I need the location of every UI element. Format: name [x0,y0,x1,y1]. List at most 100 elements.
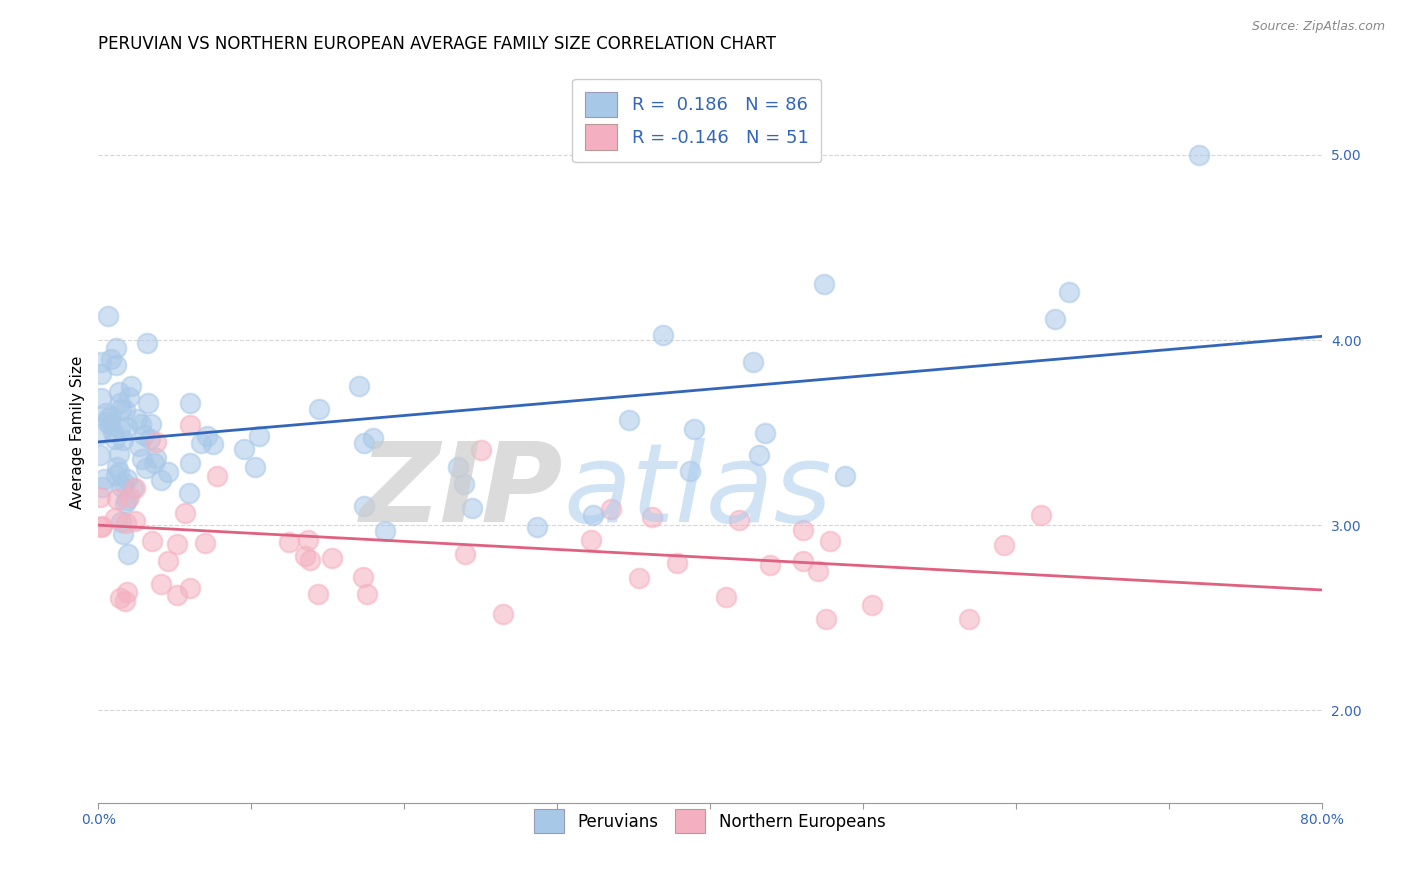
Point [90,367,112,381]
Point [195,429,218,443]
Point [89,490,111,504]
Point [145,451,167,466]
Point [108,385,131,400]
Y-axis label: Average Family Size: Average Family Size [69,356,84,509]
Point [754,425,776,440]
Point [122,481,145,495]
Point [89,427,111,442]
Point [108,591,131,606]
Point [352,570,374,584]
Point [714,590,737,604]
Point [107,466,129,480]
Point [307,587,329,601]
Point [628,571,651,585]
Point [454,547,477,561]
Point [243,460,266,475]
Point [356,587,378,601]
Point [100,352,122,367]
Point [599,501,621,516]
Point [665,556,688,570]
Point [617,412,640,426]
Point [470,442,492,457]
Point [173,506,195,520]
Point [814,612,837,626]
Text: atlas: atlas [564,438,832,545]
Point [179,581,201,595]
Point [128,439,150,453]
Point [93,472,115,486]
Point [374,524,396,539]
Point [166,537,188,551]
Point [110,515,132,529]
Point [1029,508,1052,523]
Point [114,496,136,510]
Point [741,355,763,369]
Point [132,427,155,442]
Legend: Peruvians, Northern Europeans: Peruvians, Northern Europeans [522,796,898,847]
Point [166,588,188,602]
Point [1188,148,1211,162]
Point [136,396,159,410]
Point [678,464,700,478]
Point [581,508,603,522]
Point [105,467,128,482]
Point [807,564,830,578]
Point [115,472,138,486]
Point [820,534,842,549]
Point [728,513,751,527]
Point [1043,312,1066,326]
Point [179,417,201,432]
Point [110,422,132,436]
Point [993,538,1015,552]
Point [453,477,475,491]
Point [118,390,141,404]
Point [143,456,166,470]
Point [353,436,375,450]
Point [652,328,675,343]
Point [834,468,856,483]
Point [104,432,127,446]
Text: Source: ZipAtlas.com: Source: ZipAtlas.com [1251,20,1385,33]
Point [157,554,180,568]
Point [294,549,316,563]
Point [299,553,322,567]
Point [156,465,179,479]
Point [136,336,159,351]
Point [105,358,128,372]
Point [115,420,138,434]
Point [90,391,112,405]
Point [97,410,120,425]
Point [862,598,884,612]
Point [135,461,157,475]
Point [111,527,134,541]
Point [108,447,131,461]
Point [100,409,122,424]
Point [150,577,173,591]
Point [115,585,138,599]
Point [149,474,172,488]
Point [91,480,114,494]
Point [111,480,134,494]
Point [104,511,127,525]
Point [105,460,128,475]
Point [581,533,603,548]
Point [347,379,370,393]
Point [90,355,112,369]
Point [110,401,132,416]
Point [141,417,163,431]
Point [145,434,167,449]
Point [114,516,136,530]
Point [759,558,782,572]
Point [308,402,330,417]
Point [112,433,135,447]
Point [124,514,146,528]
Point [98,418,121,433]
Point [139,432,162,446]
Point [813,277,835,291]
Point [114,593,136,607]
Point [129,417,152,431]
Point [526,520,548,534]
Point [297,533,319,547]
Point [233,442,256,457]
Point [202,437,225,451]
